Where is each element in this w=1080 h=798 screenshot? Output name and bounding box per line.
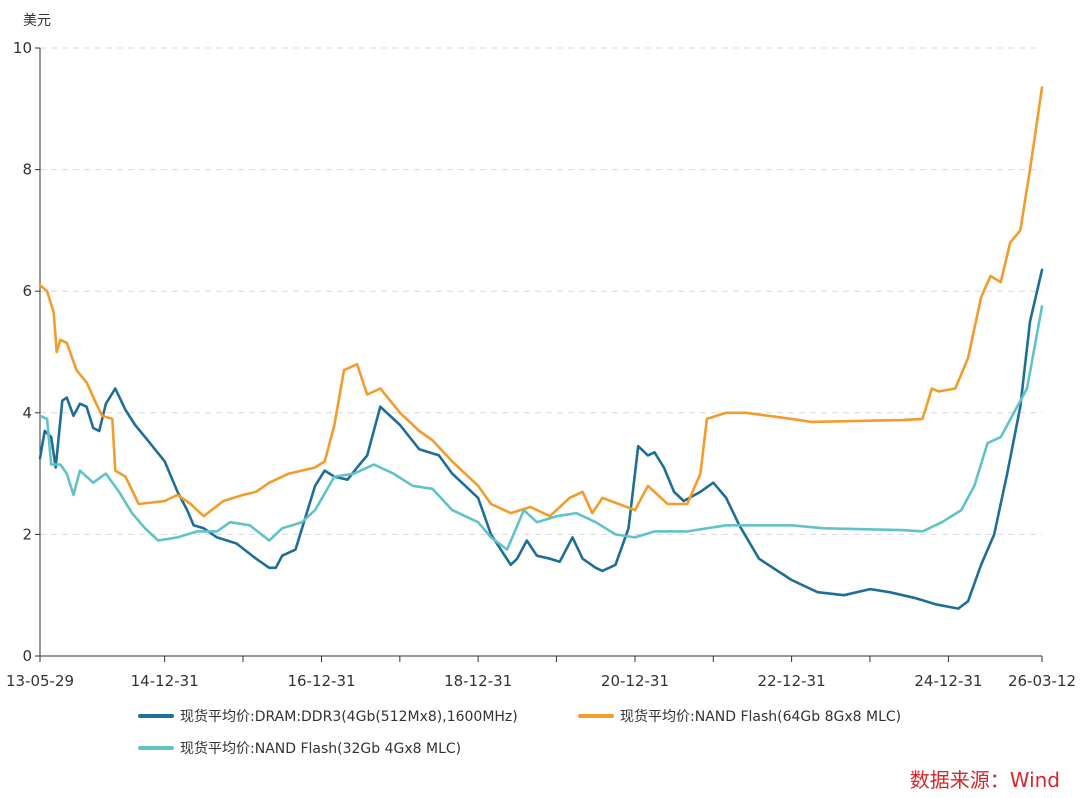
x-tick-label: 13-05-29	[6, 672, 74, 690]
legend-item-dram: 现货平均价:DRAM:DDR3(4Gb(512Mx8),1600MHz)	[138, 708, 518, 725]
legend-label-nand-64gb: 现货平均价:NAND Flash(64Gb 8Gx8 MLC)	[620, 708, 901, 725]
x-tick-labels: 13-05-29 14-12-31 16-12-31 18-12-31 20-12-31…	[6, 672, 1076, 690]
y-tick-label: 10	[13, 39, 32, 57]
y-tick-label: 6	[22, 282, 32, 300]
y-tick-label: 8	[22, 161, 32, 179]
x-tick-label: 18-12-31	[444, 672, 512, 690]
y-tick-label: 2	[22, 525, 32, 543]
axes	[35, 47, 1043, 662]
y-tick-labels: 0 2 4 6 8 10	[13, 39, 32, 665]
data-source-note: 数据来源：Wind	[910, 768, 1060, 792]
series-lines	[38, 86, 1044, 610]
y-tick-label: 4	[22, 404, 32, 422]
series-line-dram	[38, 268, 1044, 610]
y-axis-unit-label: 美元	[23, 13, 51, 29]
y-tick-label: 0	[22, 647, 32, 665]
x-tick-label: 14-12-31	[131, 672, 199, 690]
grid-lines	[40, 47, 1042, 535]
legend-item-nand-32gb: 现货平均价:NAND Flash(32Gb 4Gx8 MLC)	[138, 740, 461, 757]
legend-label-dram: 现货平均价:DRAM:DDR3(4Gb(512Mx8),1600MHz)	[180, 708, 518, 725]
x-tick-label: 20-12-31	[601, 672, 669, 690]
x-tick-label: 26-03-12	[1008, 672, 1076, 690]
x-tick-label: 16-12-31	[287, 672, 355, 690]
legend: 现货平均价:DRAM:DDR3(4Gb(512Mx8),1600MHz) 现货平…	[138, 708, 901, 757]
legend-item-nand-64gb: 现货平均价:NAND Flash(64Gb 8Gx8 MLC)	[578, 708, 901, 725]
x-tick-label: 22-12-31	[758, 672, 826, 690]
series-line-nand-32gb	[38, 305, 1044, 551]
legend-label-nand-32gb: 现货平均价:NAND Flash(32Gb 4Gx8 MLC)	[180, 740, 461, 757]
x-tick-label: 24-12-31	[914, 672, 982, 690]
series-line-nand-64gb	[38, 86, 1044, 518]
